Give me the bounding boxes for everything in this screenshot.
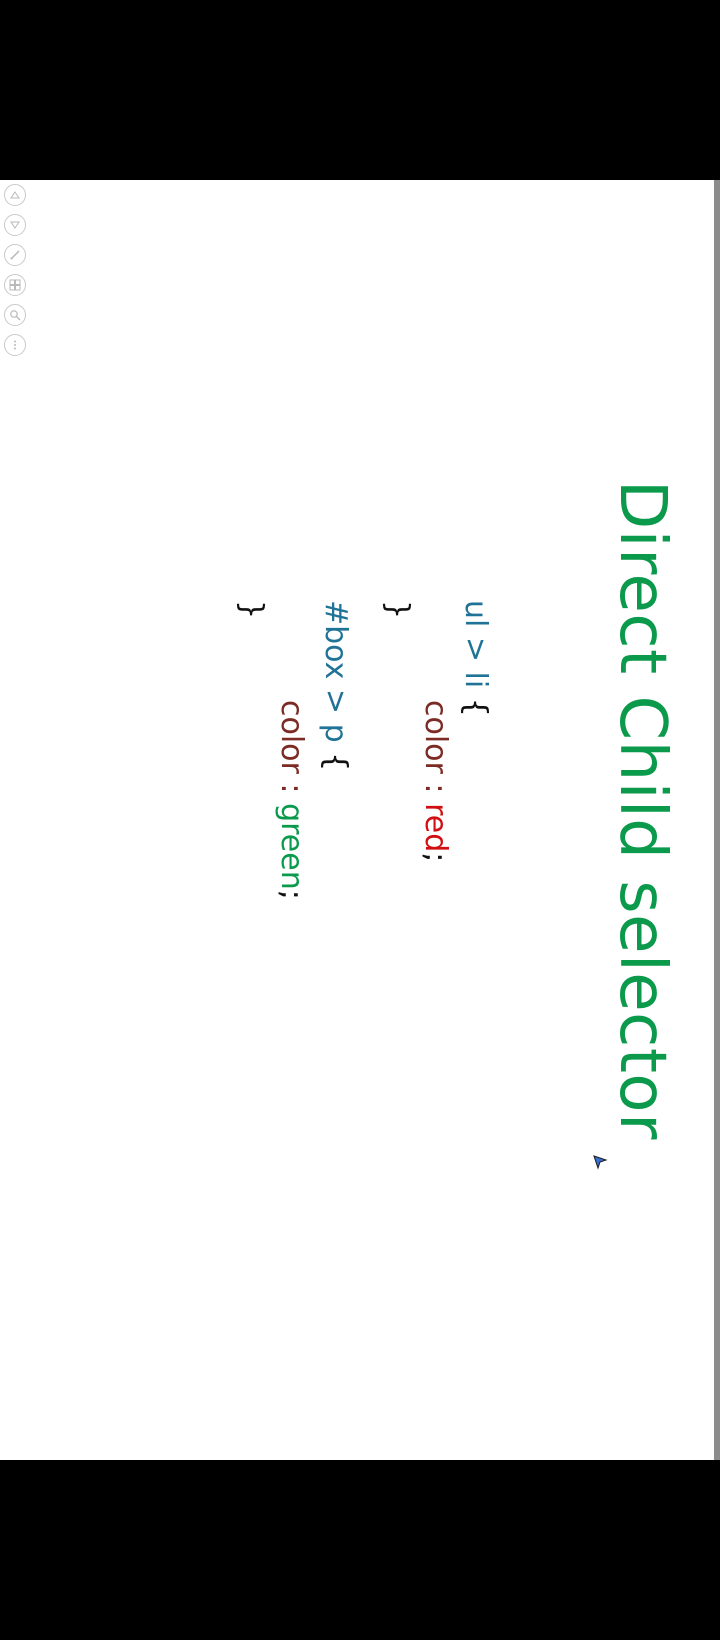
code-line-rule2-selector: #box > p { [318,600,353,772]
slide-content: Direct Child selector ul > li { color : … [0,180,714,1460]
slide-title: Direct Child selector [605,480,679,1140]
next-slide-icon[interactable] [4,214,26,236]
code-line-rule2-close: } [234,600,269,620]
window-edge [714,180,720,1460]
open-brace: { [458,697,493,717]
css-selector: ul > li [458,600,493,689]
close-brace: } [380,600,415,620]
css-value: green [274,803,309,890]
presentation-toolbar [4,184,28,364]
code-line-rule1-close: } [380,600,415,620]
code-line-rule1-declaration: color : red; [418,700,453,863]
pen-icon[interactable] [4,244,26,266]
semicolon: ; [274,889,309,900]
mouse-cursor-icon [593,1155,608,1170]
previous-slide-icon[interactable] [4,184,26,206]
zoom-icon[interactable] [4,304,26,326]
open-brace: { [318,752,353,772]
css-selector: #box > p [318,600,353,743]
close-brace: } [234,600,269,620]
code-line-rule2-declaration: color : green; [274,700,309,900]
slides-overview-icon[interactable] [4,274,26,296]
css-property: color : [274,700,309,804]
css-property: color : [418,700,453,804]
css-value: red [418,803,453,853]
code-line-rule1-selector: ul > li { [458,600,493,717]
semicolon: ; [418,852,453,863]
presentation-slide[interactable]: Direct Child selector ul > li { color : … [0,180,714,1460]
more-options-icon[interactable] [4,334,26,356]
